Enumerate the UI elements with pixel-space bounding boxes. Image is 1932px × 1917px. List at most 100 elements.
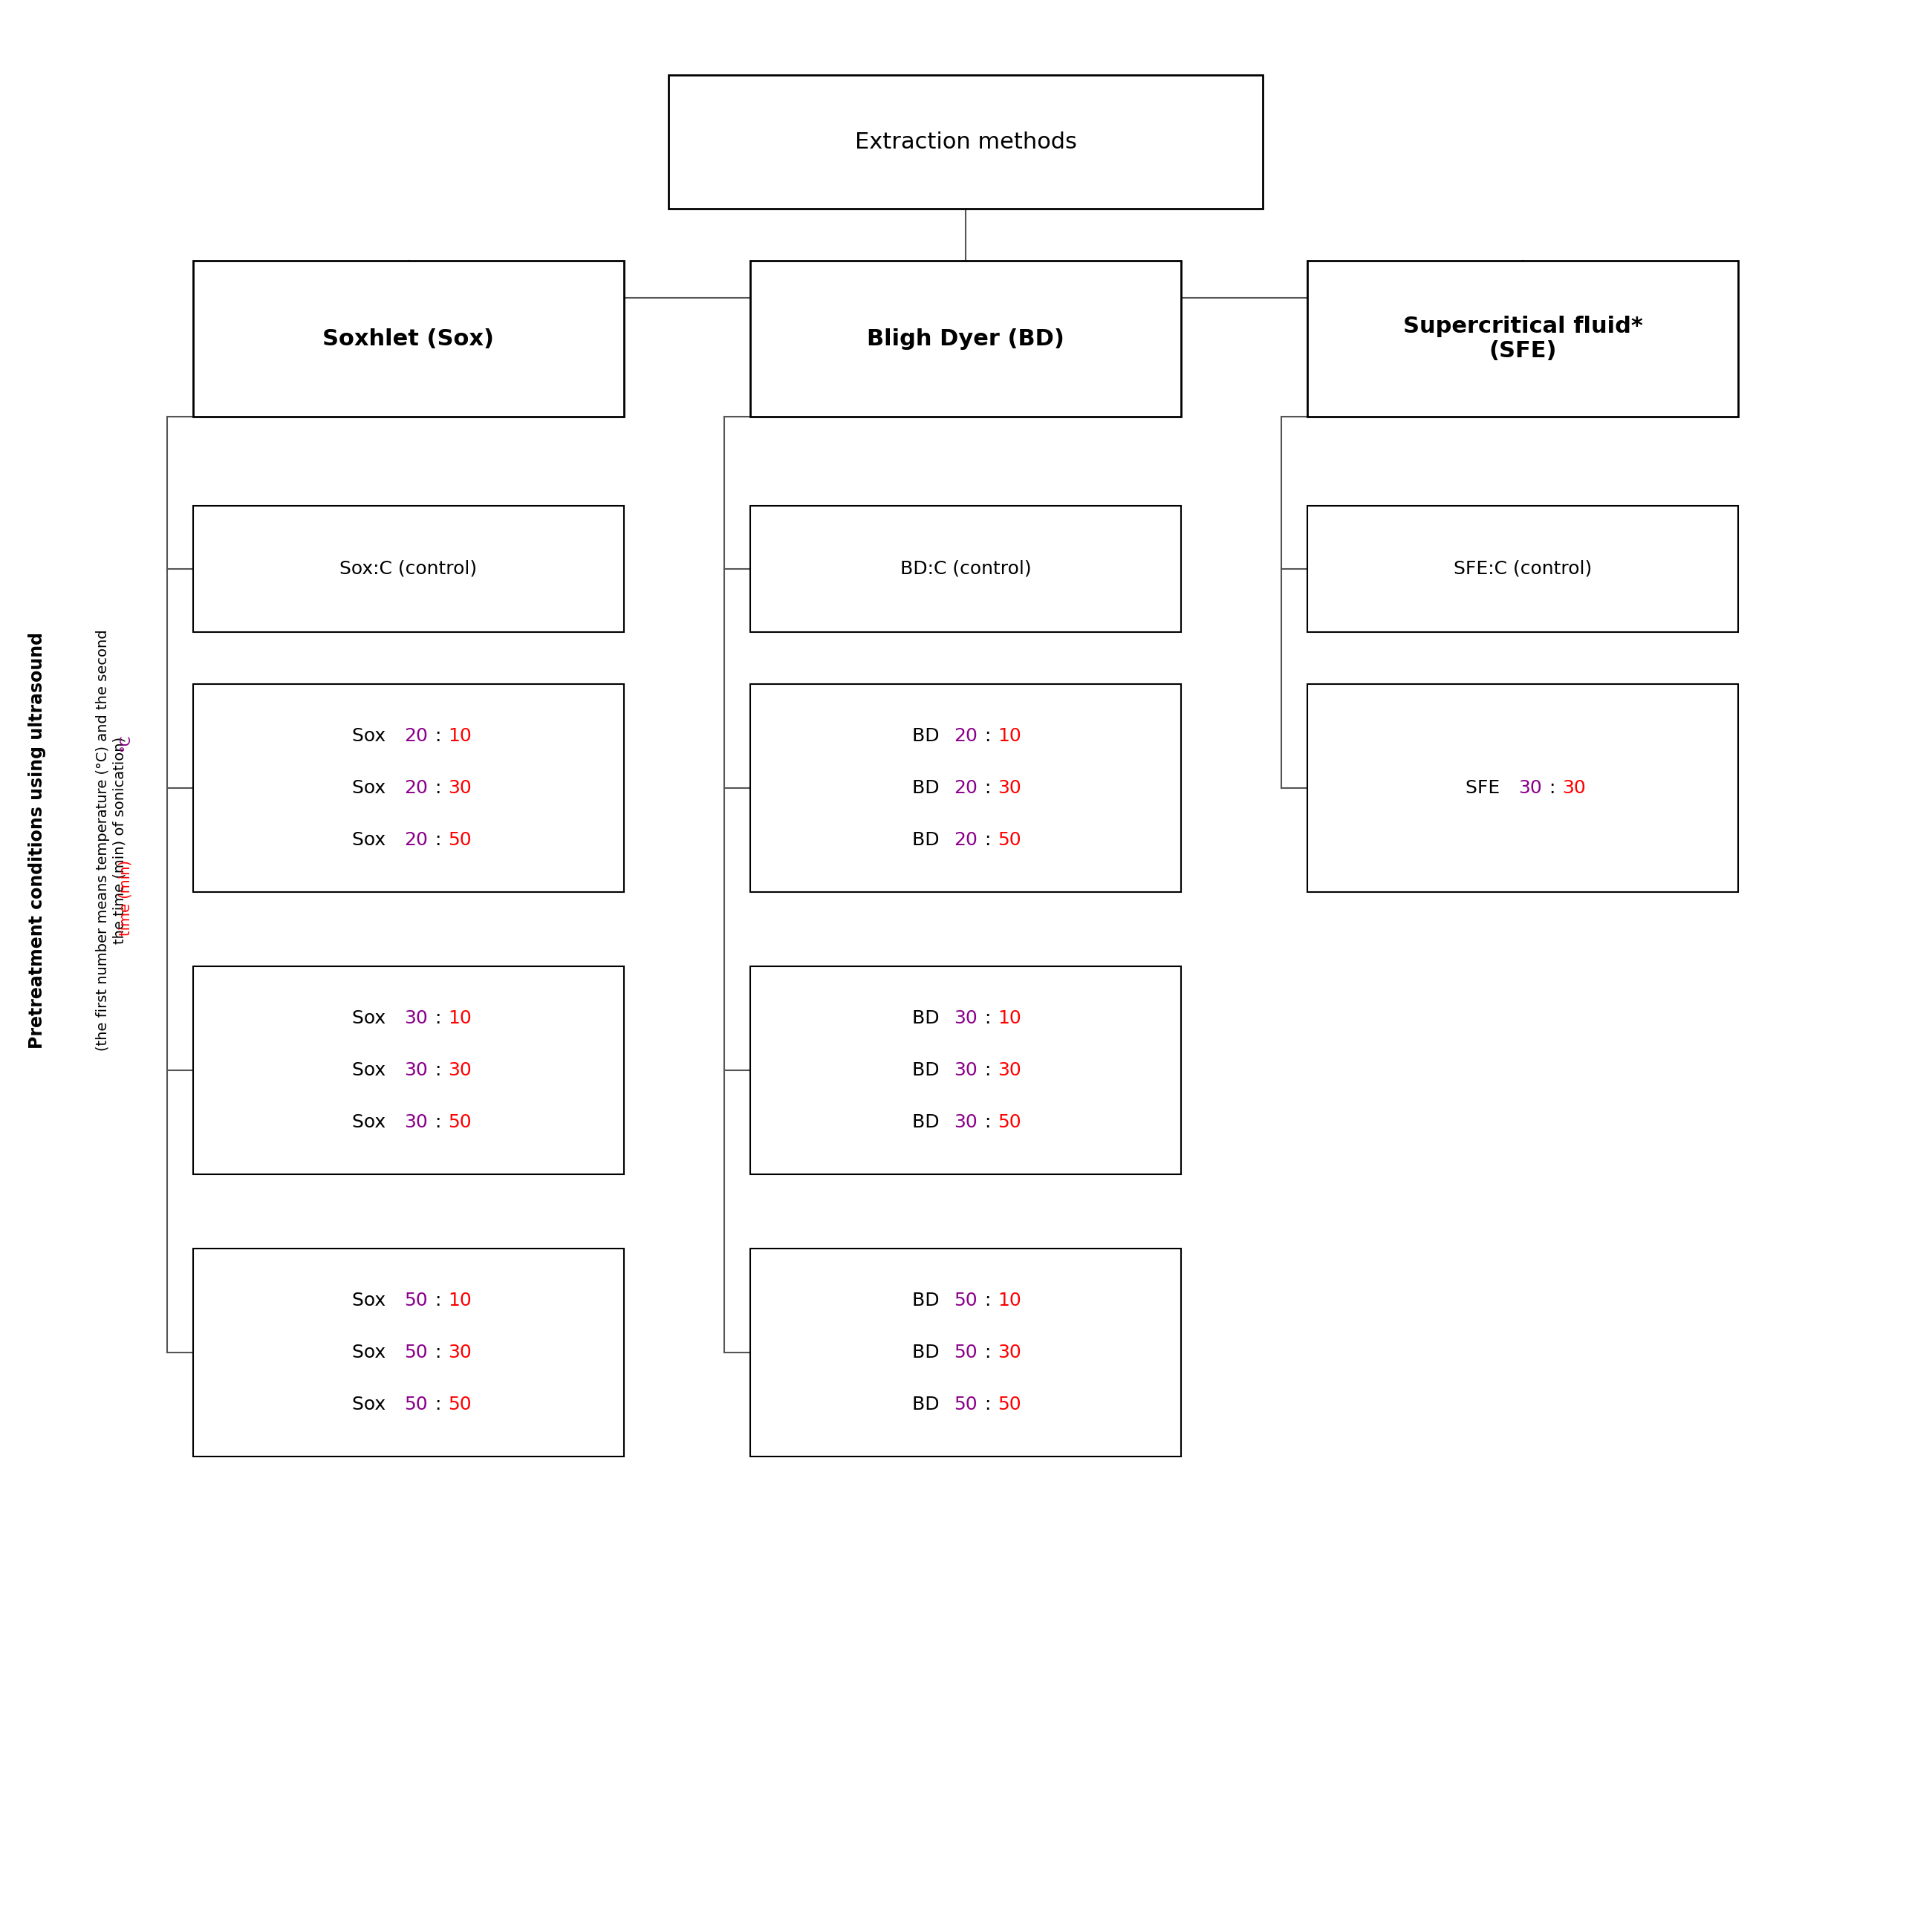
Text: 30: 30	[404, 1114, 427, 1131]
Text: Sox: Sox	[352, 1010, 392, 1028]
Text: :: :	[435, 727, 440, 746]
Text: 50: 50	[954, 1396, 978, 1413]
Text: :: :	[985, 1344, 991, 1361]
FancyBboxPatch shape	[750, 684, 1180, 891]
FancyBboxPatch shape	[750, 1248, 1180, 1457]
Text: BD: BD	[912, 1062, 945, 1079]
Text: BD: BD	[912, 832, 945, 849]
Text: 20: 20	[404, 727, 427, 746]
Text: 30: 30	[1563, 778, 1586, 797]
Text: BD: BD	[912, 1010, 945, 1028]
FancyBboxPatch shape	[193, 261, 624, 416]
Text: 30: 30	[404, 1010, 427, 1028]
Text: Extraction methods: Extraction methods	[854, 130, 1076, 153]
Text: 20: 20	[954, 727, 978, 746]
Text: :: :	[985, 1292, 991, 1309]
Text: :: :	[985, 1114, 991, 1131]
Text: 30: 30	[999, 778, 1022, 797]
Text: 20: 20	[404, 832, 427, 849]
Text: 10: 10	[999, 727, 1022, 746]
Text: 20: 20	[404, 778, 427, 797]
Text: 30: 30	[404, 1062, 427, 1079]
Text: (the first number means temperature (°C) and the second
the time (min) of sonica: (the first number means temperature (°C)…	[97, 629, 128, 1051]
Text: 20: 20	[954, 832, 978, 849]
FancyBboxPatch shape	[1308, 261, 1739, 416]
Text: :: :	[985, 1062, 991, 1079]
Text: Sox: Sox	[352, 727, 392, 746]
Text: 50: 50	[999, 1396, 1022, 1413]
Text: :: :	[985, 778, 991, 797]
Text: BD: BD	[912, 727, 945, 746]
Text: Sox: Sox	[352, 778, 392, 797]
Text: Sox:C (control): Sox:C (control)	[340, 560, 477, 577]
Text: BD: BD	[912, 1292, 945, 1309]
Text: :: :	[985, 1010, 991, 1028]
Text: :: :	[435, 1114, 440, 1131]
Text: 50: 50	[448, 1114, 471, 1131]
Text: :: :	[985, 832, 991, 849]
Text: 50: 50	[954, 1344, 978, 1361]
Text: 30: 30	[954, 1062, 978, 1079]
Text: Sox: Sox	[352, 1292, 392, 1309]
Text: :: :	[435, 778, 440, 797]
Text: 30: 30	[999, 1344, 1022, 1361]
Text: 50: 50	[404, 1396, 427, 1413]
Text: °C: °C	[118, 734, 131, 751]
Text: BD: BD	[912, 1344, 945, 1361]
Text: :: :	[435, 1344, 440, 1361]
Text: BD: BD	[912, 1114, 945, 1131]
FancyBboxPatch shape	[750, 506, 1180, 633]
Text: Bligh Dyer (BD): Bligh Dyer (BD)	[867, 328, 1065, 349]
FancyBboxPatch shape	[750, 261, 1180, 416]
FancyBboxPatch shape	[193, 1248, 624, 1457]
FancyBboxPatch shape	[193, 506, 624, 633]
Text: 50: 50	[999, 832, 1022, 849]
Text: 30: 30	[954, 1010, 978, 1028]
FancyBboxPatch shape	[1308, 684, 1739, 891]
Text: :: :	[1549, 778, 1555, 797]
Text: :: :	[435, 832, 440, 849]
FancyBboxPatch shape	[193, 684, 624, 891]
Text: BD: BD	[912, 1396, 945, 1413]
Text: 30: 30	[1519, 778, 1542, 797]
Text: SFE:C (control): SFE:C (control)	[1453, 560, 1592, 577]
Text: 50: 50	[954, 1292, 978, 1309]
Text: Supercritical fluid*
(SFE): Supercritical fluid* (SFE)	[1403, 316, 1642, 362]
Text: Pretreatment conditions using ultrasound: Pretreatment conditions using ultrasound	[29, 633, 46, 1049]
Text: :: :	[985, 727, 991, 746]
Text: 50: 50	[999, 1114, 1022, 1131]
Text: 10: 10	[448, 1010, 471, 1028]
Text: 30: 30	[999, 1062, 1022, 1079]
Text: Sox: Sox	[352, 1344, 392, 1361]
Text: Sox: Sox	[352, 832, 392, 849]
Text: 50: 50	[404, 1344, 427, 1361]
Text: :: :	[985, 1396, 991, 1413]
Text: time (min): time (min)	[118, 861, 131, 935]
Text: :: :	[435, 1292, 440, 1309]
Text: 30: 30	[448, 1344, 471, 1361]
Text: 10: 10	[999, 1010, 1022, 1028]
Text: 30: 30	[448, 1062, 471, 1079]
Text: 10: 10	[448, 1292, 471, 1309]
FancyBboxPatch shape	[668, 75, 1264, 209]
FancyBboxPatch shape	[1308, 506, 1739, 633]
Text: SFE: SFE	[1466, 778, 1507, 797]
Text: 20: 20	[954, 778, 978, 797]
FancyBboxPatch shape	[750, 966, 1180, 1175]
Text: 30: 30	[448, 778, 471, 797]
Text: :: :	[435, 1010, 440, 1028]
Text: Sox: Sox	[352, 1062, 392, 1079]
Text: BD:C (control): BD:C (control)	[900, 560, 1032, 577]
Text: 50: 50	[448, 1396, 471, 1413]
Text: 50: 50	[448, 832, 471, 849]
Text: 10: 10	[448, 727, 471, 746]
FancyBboxPatch shape	[193, 966, 624, 1175]
Text: Sox: Sox	[352, 1114, 392, 1131]
Text: :: :	[435, 1396, 440, 1413]
Text: Soxhlet (Sox): Soxhlet (Sox)	[323, 328, 495, 349]
Text: BD: BD	[912, 778, 945, 797]
Text: :: :	[435, 1062, 440, 1079]
Text: 30: 30	[954, 1114, 978, 1131]
Text: Sox: Sox	[352, 1396, 392, 1413]
Text: 50: 50	[404, 1292, 427, 1309]
